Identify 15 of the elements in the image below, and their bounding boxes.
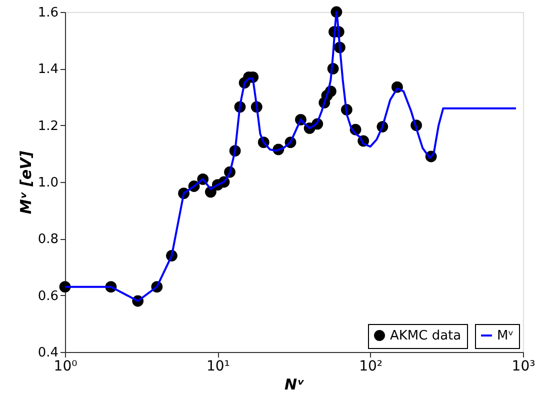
y-axis-title: Mᵛ [eV] — [16, 150, 35, 214]
y-tick-label: 0.8 — [38, 232, 58, 248]
y-tick-label: 1.2 — [38, 118, 58, 134]
y-tick-label: 0.6 — [38, 288, 58, 304]
x-axis-title: Nᵛ — [284, 376, 306, 394]
x-tick-label: 10¹ — [206, 358, 230, 374]
x-tick-label: 10⁰ — [54, 358, 78, 374]
y-tick-label: 1.4 — [38, 62, 58, 78]
y-tick-label: 1.0 — [38, 176, 58, 190]
y-tick-label: 1.6 — [38, 6, 58, 20]
x-tick-label: 10² — [359, 358, 383, 374]
legend-label: Mᵛ — [497, 328, 514, 344]
y-tick-label: 0.4 — [38, 346, 58, 360]
legend-label: AKMC data — [390, 328, 462, 344]
x-tick-label: 10³ — [512, 358, 536, 374]
